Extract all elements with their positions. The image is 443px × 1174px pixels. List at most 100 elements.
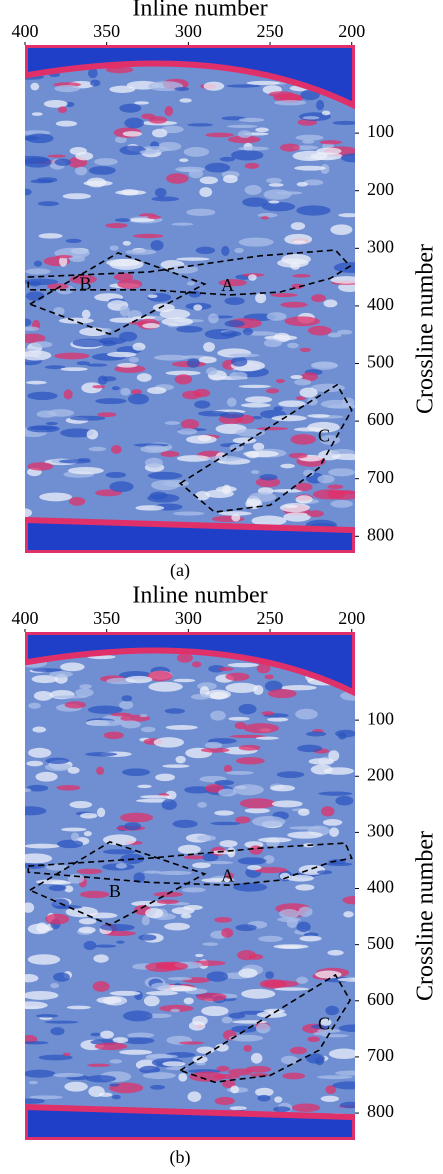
texture	[109, 481, 134, 493]
texture	[250, 470, 260, 475]
texture	[67, 873, 85, 884]
texture	[87, 1063, 111, 1067]
texture	[310, 152, 343, 161]
texture	[228, 1034, 264, 1042]
y-tick-label: 100	[367, 121, 394, 141]
texture	[319, 435, 341, 445]
texture	[127, 393, 149, 405]
x-tick-label: 300	[175, 21, 202, 41]
texture	[150, 240, 164, 251]
texture	[53, 972, 70, 982]
texture	[109, 245, 119, 251]
texture	[203, 81, 225, 91]
texture	[332, 120, 355, 125]
texture	[257, 212, 278, 218]
texture	[178, 1072, 188, 1082]
texture	[153, 737, 185, 748]
texture	[238, 703, 257, 715]
texture	[25, 843, 61, 849]
texture	[248, 274, 257, 281]
texture	[92, 981, 110, 992]
texture	[227, 135, 261, 144]
texture	[39, 492, 72, 502]
texture	[165, 370, 201, 376]
texture	[38, 233, 63, 239]
texture	[174, 374, 193, 385]
texture	[261, 201, 296, 212]
texture	[31, 675, 58, 684]
texture	[117, 363, 138, 368]
texture	[94, 158, 118, 166]
texture	[325, 1085, 337, 1095]
texture	[255, 127, 269, 133]
texture	[238, 237, 274, 247]
texture	[335, 729, 355, 738]
texture	[35, 771, 58, 782]
texture	[146, 1054, 178, 1059]
texture	[226, 397, 237, 407]
texture	[282, 1072, 306, 1080]
texture	[25, 380, 47, 385]
texture	[292, 240, 306, 244]
texture	[44, 763, 73, 772]
texture	[114, 218, 131, 222]
x-tick-label: 400	[12, 21, 39, 41]
texture	[139, 149, 157, 155]
texture	[26, 784, 49, 792]
texture	[303, 932, 319, 937]
texture	[218, 788, 237, 797]
texture	[222, 484, 232, 495]
texture	[229, 734, 266, 738]
texture	[105, 222, 128, 229]
texture	[177, 428, 198, 435]
texture	[234, 247, 244, 254]
texture	[268, 200, 280, 204]
texture	[278, 400, 306, 407]
texture	[68, 496, 86, 506]
texture	[229, 1106, 247, 1111]
texture	[100, 1030, 114, 1039]
texture	[138, 934, 157, 941]
texture	[299, 387, 318, 398]
texture	[268, 183, 284, 187]
texture	[336, 329, 353, 335]
y-axis-label: Crossline number	[413, 244, 439, 414]
region-label: C	[318, 1014, 330, 1034]
texture	[186, 281, 195, 286]
texture	[100, 924, 135, 932]
texture	[123, 1010, 153, 1022]
texture	[53, 306, 65, 316]
texture	[75, 688, 94, 697]
texture	[175, 755, 186, 764]
texture	[298, 906, 313, 917]
texture	[135, 798, 172, 803]
region-outline	[28, 252, 207, 336]
texture	[218, 511, 252, 516]
texture	[172, 511, 205, 516]
texture	[270, 293, 298, 298]
texture	[280, 463, 295, 469]
texture	[284, 316, 320, 327]
texture	[237, 950, 257, 961]
texture	[205, 784, 224, 793]
texture	[252, 442, 265, 451]
texture	[224, 320, 245, 328]
texture	[25, 188, 32, 196]
texture	[26, 760, 44, 767]
texture	[84, 752, 118, 757]
texture	[151, 479, 180, 491]
texture	[64, 1081, 88, 1092]
x-tick-label: 300	[175, 608, 202, 628]
texture	[231, 356, 248, 367]
texture	[148, 81, 184, 92]
texture	[338, 1024, 355, 1033]
texture	[111, 386, 120, 391]
texture	[105, 66, 134, 74]
texture	[210, 710, 226, 721]
texture	[136, 373, 152, 382]
texture	[130, 389, 143, 395]
texture	[266, 177, 282, 184]
texture	[171, 907, 195, 915]
texture	[267, 717, 289, 722]
texture	[132, 316, 156, 320]
